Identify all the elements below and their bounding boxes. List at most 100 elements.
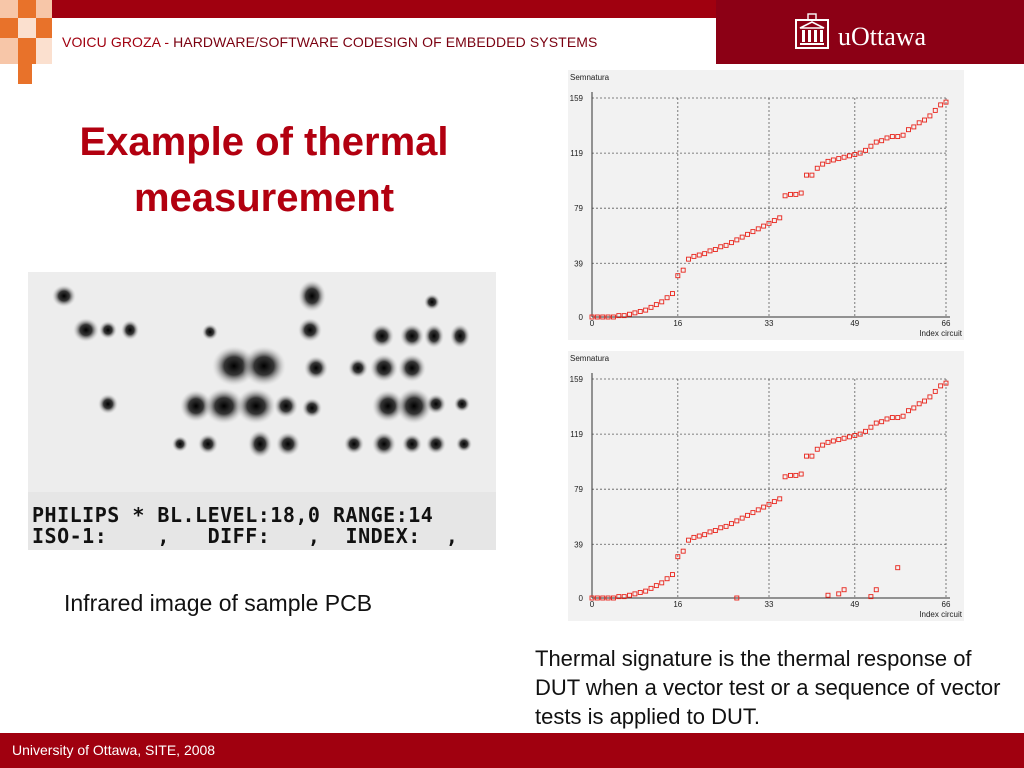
chart-xtick-label: 66 (942, 600, 951, 609)
chart-point (873, 139, 879, 145)
chart-point (600, 314, 606, 320)
chart-point (696, 252, 702, 258)
chart-point (884, 135, 890, 141)
chart-point (675, 554, 681, 560)
chart-point (771, 218, 777, 224)
chart-xtick-label: 0 (590, 600, 595, 609)
chart-point (868, 594, 874, 600)
chart-point (900, 132, 906, 138)
chart-point (895, 134, 901, 140)
chart-point (648, 585, 654, 591)
chart-point (739, 234, 745, 240)
chart-point (932, 388, 938, 394)
decor-square (18, 64, 32, 84)
chart-point (820, 161, 826, 167)
chart-ytick-label: 0 (579, 594, 584, 603)
chart-point (782, 193, 788, 199)
chart-point (734, 595, 740, 601)
chart-xtick-label: 49 (850, 319, 859, 328)
chart-point (841, 435, 847, 441)
chart-point (857, 150, 863, 156)
decor-square (0, 38, 18, 64)
chart-point (734, 237, 740, 243)
chart-xtick-label: 16 (673, 600, 682, 609)
chart-point (750, 510, 756, 516)
chart-point (766, 220, 772, 226)
decor-square (18, 0, 36, 18)
chart-point (868, 143, 874, 149)
chart-point (873, 420, 879, 426)
chart-ylabel: Semnatura (570, 73, 610, 82)
chart-point (723, 242, 729, 248)
chart-point (745, 231, 750, 237)
chart-point (691, 534, 697, 540)
thermal-signature-chart-2: Semnatura Index circuit 0 39 79 119 159 0 16 33 49… (568, 351, 964, 621)
chart-point (814, 165, 820, 171)
chart-point (632, 591, 638, 597)
chart-point (911, 405, 917, 411)
chart-point (852, 152, 858, 157)
chart-point (696, 533, 702, 539)
chart-ytick-label: 0 (579, 313, 584, 322)
decor-square (18, 18, 36, 38)
chart-point (830, 438, 836, 444)
chart-point (841, 154, 847, 160)
chart-point (804, 453, 809, 459)
chart-point (670, 572, 675, 578)
header-title: VOICU GROZA - HARDWARE/SOFTWARE CODESIGN… (62, 34, 597, 50)
chart-point (943, 99, 949, 105)
chart-point (616, 594, 622, 600)
chart-point (691, 253, 697, 259)
chart-point (637, 309, 643, 314)
chart-ytick-label: 119 (570, 149, 583, 158)
chart-point (734, 518, 740, 524)
chart-point (686, 537, 691, 543)
chart-point (836, 156, 842, 162)
university-building-icon (795, 13, 829, 49)
chart-point (707, 248, 713, 254)
decor-square (36, 0, 52, 18)
infrared-caption: Infrared image of sample PCB (64, 590, 373, 616)
infrared-blobs (28, 272, 496, 492)
chart-ytick-label: 159 (570, 375, 584, 384)
chart-xtick-label: 49 (850, 600, 859, 609)
chart-point (906, 127, 911, 133)
chart-point (712, 528, 718, 533)
chart-point (755, 226, 761, 232)
chart-point (621, 594, 627, 600)
chart-point (798, 471, 804, 477)
chart-point (777, 215, 783, 221)
chart-xtick-label: 0 (590, 319, 595, 328)
header-author: VOICU GROZA - (62, 34, 174, 50)
chart-point (932, 107, 938, 113)
chart-xtick-label: 33 (765, 600, 774, 609)
chart-point (664, 576, 670, 582)
chart-xlabel: Index circuit (919, 610, 962, 619)
infrared-readout-line-2: ISO-1: , DIFF: , INDEX: , (32, 524, 459, 548)
chart-ytick-label: 159 (570, 94, 584, 103)
chart-point (653, 583, 659, 589)
chart-point (841, 587, 847, 593)
chart-point (594, 314, 600, 320)
chart-point (804, 172, 809, 178)
chart-point (637, 590, 643, 595)
chart-point (793, 472, 799, 478)
thermal-signature-chart-1: Semnatura Index circuit 0 39 79 119 159 0 16 33 49… (568, 70, 964, 340)
footer-band (0, 733, 1024, 768)
chart-point (707, 529, 713, 535)
chart-point (729, 240, 734, 246)
chart-point (605, 314, 611, 320)
chart-point (750, 229, 756, 235)
chart-point (927, 394, 933, 400)
decor-square (18, 38, 36, 64)
chart-point (809, 172, 815, 178)
chart-point (605, 595, 611, 601)
footer-text: University of Ottawa, SITE, 2008 (12, 742, 216, 758)
decor-square (0, 18, 18, 38)
decor-square (36, 18, 52, 38)
chart-point (589, 595, 595, 601)
chart-point (889, 415, 895, 421)
chart-point (648, 304, 654, 310)
chart-point (836, 591, 842, 597)
chart-point (927, 113, 933, 119)
